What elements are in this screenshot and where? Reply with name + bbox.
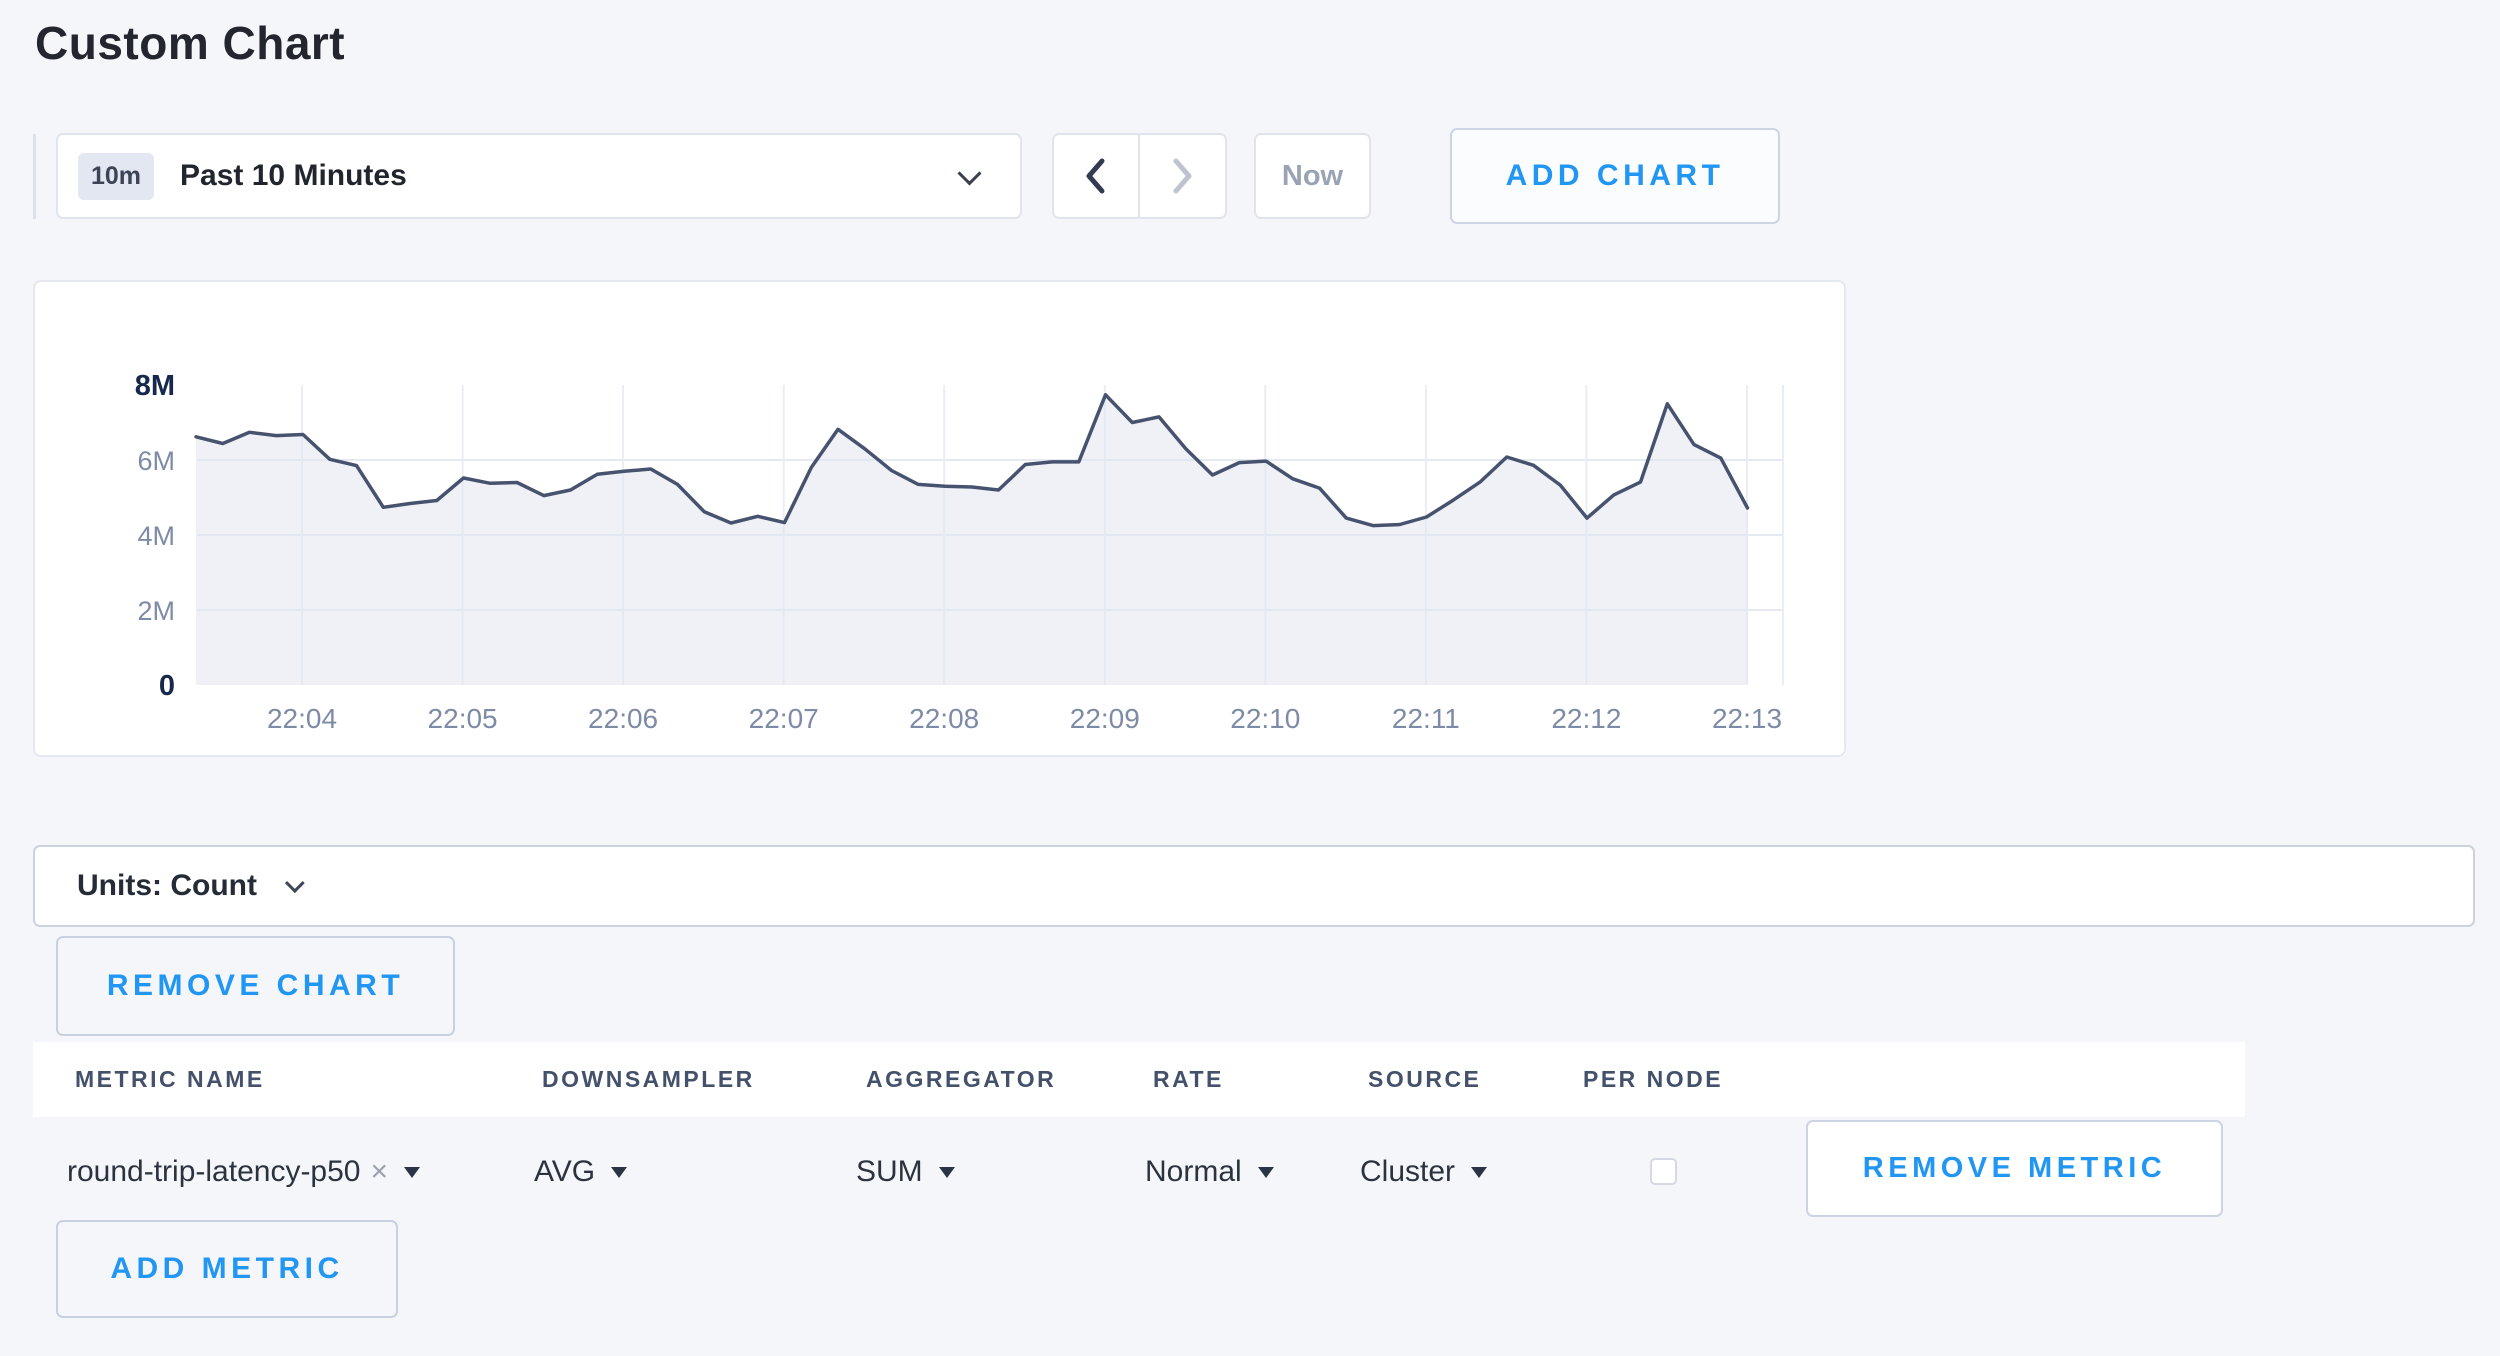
now-button[interactable]: Now — [1254, 133, 1371, 219]
time-range-dropdown[interactable]: 10m Past 10 Minutes — [56, 133, 1022, 219]
chevron-right-icon — [1173, 158, 1192, 194]
header-aggregator: AGGREGATOR — [866, 1066, 1057, 1092]
per-node-checkbox[interactable] — [1650, 1158, 1677, 1185]
chevron-down-icon — [957, 161, 982, 186]
svg-text:22:13: 22:13 — [1712, 703, 1782, 734]
header-metric-name: METRIC NAME — [75, 1066, 265, 1092]
header-source: SOURCE — [1368, 1066, 1482, 1092]
next-time-window-button[interactable] — [1140, 135, 1226, 217]
time-range-pager — [1052, 133, 1227, 219]
rate-value: Normal — [1145, 1155, 1242, 1188]
svg-text:22:12: 22:12 — [1551, 703, 1621, 734]
source-select[interactable]: Cluster — [1360, 1146, 1488, 1198]
svg-text:6M: 6M — [137, 446, 175, 476]
metric-name-select[interactable]: round-trip-latency-p50 × — [67, 1146, 421, 1198]
units-label: Units: Count — [77, 869, 257, 902]
source-value: Cluster — [1360, 1155, 1456, 1188]
remove-metric-button[interactable]: REMOVE METRIC — [1806, 1120, 2223, 1217]
header-rate: RATE — [1153, 1066, 1224, 1092]
caret-down-icon — [1257, 1166, 1274, 1178]
svg-text:22:04: 22:04 — [267, 703, 337, 734]
time-range-badge: 10m — [78, 152, 155, 200]
svg-text:22:05: 22:05 — [428, 703, 498, 734]
header-downsampler: DOWNSAMPLER — [542, 1066, 755, 1092]
downsampler-select[interactable]: AVG — [534, 1146, 628, 1198]
toolbar-divider — [33, 134, 36, 219]
aggregator-select[interactable]: SUM — [856, 1146, 955, 1198]
caret-down-icon — [938, 1166, 955, 1178]
svg-text:22:11: 22:11 — [1392, 703, 1460, 734]
aggregator-value: SUM — [856, 1155, 923, 1188]
remove-chart-button[interactable]: REMOVE CHART — [56, 936, 455, 1036]
page-title: Custom Chart — [35, 17, 346, 69]
svg-text:22:09: 22:09 — [1070, 703, 1140, 734]
clear-metric-icon[interactable]: × — [370, 1155, 389, 1188]
header-per-node: PER NODE — [1583, 1066, 1724, 1092]
svg-text:22:07: 22:07 — [749, 703, 819, 734]
caret-down-icon — [1471, 1166, 1488, 1178]
timeseries-area-chart[interactable]: 0 2M 4M 6M 8M 22:04 22:05 22:06 22:07 22:08 22:09 2… — [35, 282, 1844, 755]
svg-text:22:08: 22:08 — [909, 703, 979, 734]
svg-text:8M: 8M — [135, 370, 175, 402]
chart-panel: 0 2M 4M 6M 8M 22:04 22:05 22:06 22:07 22:08 22:09 2… — [33, 280, 1846, 757]
units-dropdown[interactable]: Units: Count — [33, 845, 2475, 927]
svg-text:4M: 4M — [137, 521, 175, 551]
time-range-label: Past 10 Minutes — [180, 159, 407, 192]
svg-text:22:10: 22:10 — [1230, 703, 1300, 734]
svg-text:2M: 2M — [137, 596, 175, 626]
rate-select[interactable]: Normal — [1145, 1146, 1274, 1198]
metrics-table-header: METRIC NAME DOWNSAMPLER AGGREGATOR RATE … — [33, 1042, 2245, 1117]
metric-name-value: round-trip-latency-p50 — [67, 1155, 361, 1188]
svg-text:22:06: 22:06 — [588, 703, 658, 734]
downsampler-value: AVG — [534, 1155, 596, 1188]
caret-down-icon — [611, 1166, 628, 1178]
prev-time-window-button[interactable] — [1054, 135, 1140, 217]
chevron-down-icon — [284, 873, 305, 894]
add-metric-button[interactable]: ADD METRIC — [56, 1220, 398, 1318]
svg-text:0: 0 — [159, 670, 175, 702]
chevron-left-icon — [1086, 158, 1105, 194]
caret-down-icon — [404, 1166, 421, 1178]
add-chart-button[interactable]: ADD CHART — [1450, 128, 1780, 224]
